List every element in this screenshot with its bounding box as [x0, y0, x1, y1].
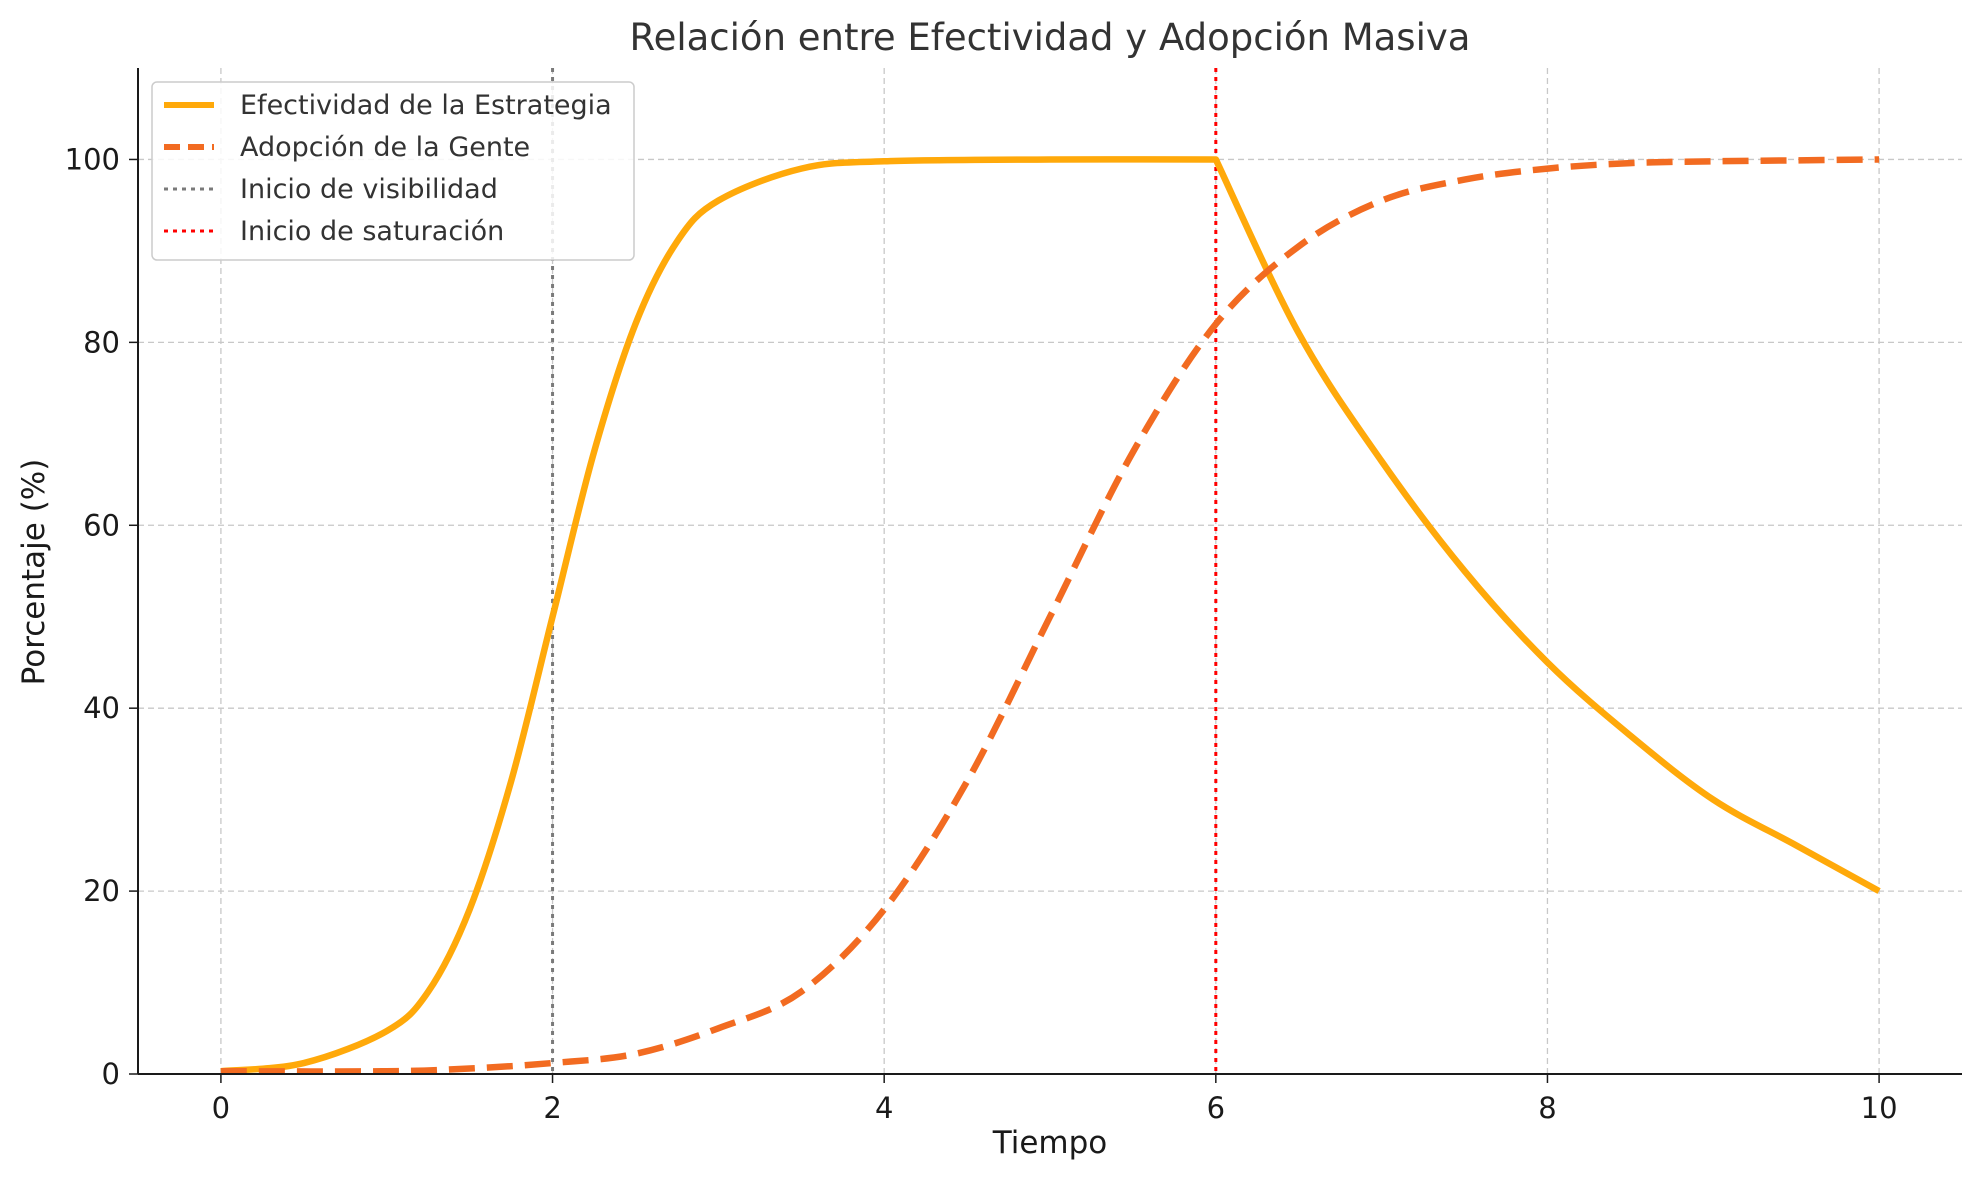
legend-label: Efectividad de la Estrategia [240, 90, 612, 121]
y-tick-label: 60 [83, 508, 120, 542]
y-axis-title: Porcentaje (%) [16, 459, 52, 686]
y-tick-label: 40 [83, 691, 120, 725]
y-tick-label: 100 [65, 142, 120, 176]
series-layer [220, 68, 1881, 1075]
chart-title: Relación entre Efectividad y Adopción Ma… [630, 16, 1471, 59]
legend-label: Inicio de visibilidad [240, 174, 498, 205]
x-tick-label: 2 [543, 1091, 561, 1125]
axes [137, 68, 1962, 1075]
x-axis-title: Tiempo [992, 1125, 1108, 1161]
series-line-2 [220, 156, 1880, 1075]
x-tick-label: 0 [212, 1091, 230, 1125]
series-line-1 [220, 156, 1881, 1075]
x-tick-label: 4 [875, 1091, 893, 1125]
legend: Efectividad de la Estrategia Adopción de … [151, 81, 635, 261]
y-tick-label: 0 [102, 1057, 120, 1091]
legend-label: Inicio de saturación [240, 216, 504, 247]
legend-label: Adopción de la Gente [240, 132, 530, 163]
x-tick-label: 10 [1861, 1091, 1898, 1125]
legend-box [151, 81, 635, 261]
y-tick-label: 80 [83, 325, 120, 359]
x-tick-label: 8 [1538, 1091, 1556, 1125]
x-tick-label: 6 [1207, 1091, 1225, 1125]
y-tick-label: 20 [83, 874, 120, 908]
